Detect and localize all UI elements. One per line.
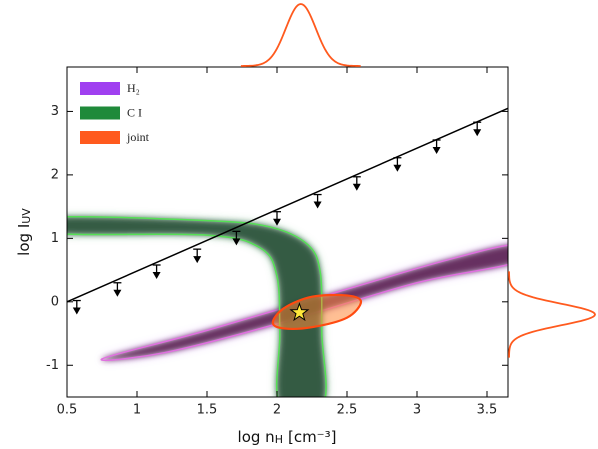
x-tick-label: 0.5: [57, 403, 78, 418]
y-tick-label: 1: [51, 231, 59, 246]
upper-limit-arrow: [473, 121, 482, 137]
upper-limit-arrow: [313, 193, 322, 209]
x-axis-label: log nH [cm⁻³]: [238, 428, 337, 447]
legend-label: H₂: [127, 81, 140, 95]
arrow-head: [352, 183, 361, 191]
x-tick-label: 3: [413, 403, 421, 418]
y-tick-label: -1: [46, 358, 59, 373]
upper-limit-arrow: [193, 248, 202, 264]
arrow-head: [313, 201, 322, 209]
upper-limit-arrow: [352, 176, 361, 191]
arrow-head: [432, 146, 441, 154]
arrow-head: [113, 289, 122, 297]
x-tick-label: 2: [273, 403, 281, 418]
upper-limit-arrow: [432, 139, 441, 154]
upper-limit-arrow: [152, 264, 161, 279]
marginal-x: [240, 3, 361, 67]
y-axis-label: log IUV: [15, 208, 34, 256]
legend-swatch: [80, 82, 120, 95]
y-tick-label: 0: [51, 294, 59, 309]
marginal-y: [508, 271, 596, 358]
arrow-head: [152, 272, 161, 279]
axes-frame: [66, 66, 509, 398]
x-tick-label: 1: [133, 403, 141, 418]
legend-label: joint: [126, 130, 150, 144]
contour-edge: [67, 216, 327, 397]
contour-core: [67, 216, 327, 397]
arrow-head: [273, 218, 281, 226]
x-tick-label: 1.5: [197, 403, 218, 418]
arrow-head: [193, 256, 202, 264]
plot-area: [67, 107, 508, 397]
arrow-head: [232, 238, 241, 246]
upper-limit-arrow: [232, 230, 241, 246]
upper-limit-arrow: [113, 282, 122, 297]
y-tick-label: 3: [51, 104, 59, 119]
x-tick-label: 3.5: [477, 403, 498, 418]
best-fit-star: [289, 302, 310, 322]
arrow-head: [473, 129, 482, 137]
arrow-head: [393, 164, 402, 172]
upper-limit-arrow: [393, 157, 402, 172]
legend-label: C I: [127, 105, 142, 119]
legend: H₂ C I joint: [80, 81, 150, 144]
contour-edge: [271, 293, 363, 330]
x-tick-label: 2.5: [337, 403, 358, 418]
legend-swatch: [80, 131, 120, 144]
upper-limit-arrow: [273, 211, 281, 226]
y-tick-label: 2: [51, 167, 59, 182]
legend-swatch: [80, 106, 120, 120]
contour-edge: [100, 244, 508, 362]
upper-limit-arrow: [72, 299, 81, 315]
arrow-head: [72, 307, 81, 315]
